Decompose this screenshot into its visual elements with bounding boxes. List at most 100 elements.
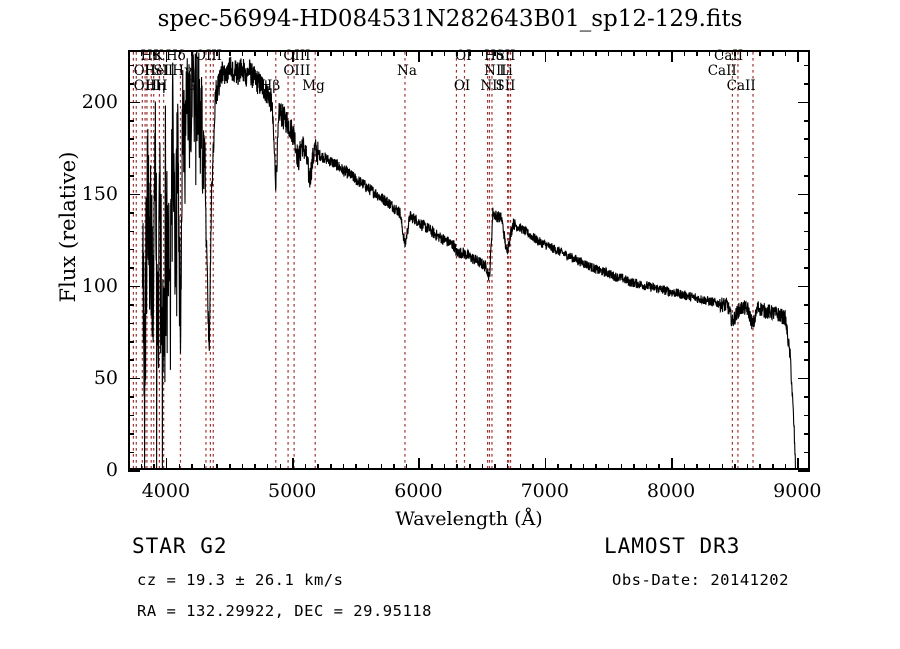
axis-tick (582, 464, 585, 470)
axis-tick (128, 248, 134, 251)
axis-tick (734, 50, 736, 56)
x-tick-label: 6000 (394, 480, 443, 502)
axis-tick (557, 50, 559, 56)
axis-tick (266, 464, 269, 470)
axis-tick (304, 464, 307, 470)
coordinates-label: RA = 132.29922, DEC = 29.95118 (137, 602, 432, 620)
spectral-line-label: Na (397, 63, 417, 79)
axis-tick (254, 50, 256, 56)
axis-tick (405, 464, 408, 470)
axis-tick (620, 50, 623, 56)
axis-tick (191, 50, 193, 56)
axis-tick (804, 175, 810, 177)
axis-tick (292, 50, 294, 62)
axis-tick (418, 458, 420, 470)
axis-tick (165, 458, 168, 470)
axis-tick (128, 322, 134, 325)
axis-tick (734, 464, 736, 470)
axis-tick (203, 464, 206, 470)
axis-tick (279, 50, 282, 56)
axis-tick (683, 464, 686, 470)
axis-tick (153, 50, 155, 56)
axis-tick (671, 458, 673, 470)
axis-tick (804, 156, 810, 159)
axis-tick (178, 464, 181, 470)
axis-tick (380, 50, 383, 56)
axis-tick (645, 50, 648, 56)
spectral-line-label: G (184, 78, 196, 94)
spectral-line-label: H (155, 78, 168, 94)
spectral-line-label: SII (495, 78, 516, 94)
axis-tick (128, 359, 134, 361)
axis-tick (804, 451, 810, 454)
axis-tick (804, 248, 810, 251)
spectral-line-label: CaII (707, 63, 737, 79)
axis-tick (481, 50, 484, 56)
axis-tick (304, 50, 307, 56)
axis-tick (431, 50, 433, 56)
spectral-line-label: H8 (140, 48, 161, 64)
axis-tick (607, 464, 610, 470)
axis-tick (784, 50, 787, 56)
plot-area (128, 50, 810, 470)
spectral-line-label: OIII (194, 48, 222, 64)
x-tick-label: 9000 (773, 480, 822, 502)
axis-tick (216, 50, 218, 56)
spectral-line-label: NII (484, 63, 507, 79)
x-axis-title: Wavelength (Å) (395, 508, 543, 530)
axis-tick (506, 50, 509, 56)
axis-tick (633, 50, 635, 56)
axis-tick (128, 175, 134, 177)
axis-tick (544, 50, 547, 62)
axis-tick (254, 464, 256, 470)
axis-tick (645, 464, 648, 470)
axis-tick (721, 50, 724, 56)
spectral-line-label: Hη (145, 78, 166, 94)
axis-tick (128, 414, 134, 417)
axis-tick (759, 464, 761, 470)
axis-tick (128, 285, 140, 288)
axis-tick (128, 304, 134, 306)
axis-tick (367, 50, 370, 56)
axis-tick (380, 464, 383, 470)
axis-tick (607, 50, 610, 56)
spectral-line-label: Hδ (165, 48, 186, 64)
axis-tick (708, 464, 711, 470)
axis-tick (746, 50, 749, 56)
axis-tick (804, 414, 810, 417)
y-tick-label: 150 (81, 182, 118, 205)
axis-tick (804, 433, 810, 435)
axis-tick (532, 464, 534, 470)
axis-tick (128, 138, 134, 140)
axis-tick (804, 359, 810, 361)
axis-tick (128, 396, 134, 398)
axis-tick (595, 464, 597, 470)
axis-tick (165, 50, 168, 62)
page-title: spec-56994-HD084531N282643B01_sp12-129.f… (157, 6, 743, 32)
axis-tick (804, 138, 810, 140)
axis-tick (620, 464, 623, 470)
axis-tick (140, 50, 143, 56)
spectral-line-label: Li (499, 63, 513, 79)
axis-tick (804, 83, 810, 85)
axis-tick (804, 396, 810, 398)
spectral-line-label: HeI (144, 63, 170, 79)
axis-tick (481, 464, 484, 470)
axis-tick (804, 267, 810, 269)
axis-tick (519, 50, 522, 56)
axis-tick (544, 458, 547, 470)
x-tick-label: 5000 (267, 480, 317, 502)
axis-tick (330, 464, 332, 470)
axis-tick (266, 50, 269, 56)
axis-tick (804, 304, 810, 306)
axis-tick (804, 322, 810, 325)
spectral-line-label: OIII (283, 48, 311, 64)
axis-tick (241, 464, 244, 470)
axis-tick (696, 50, 698, 56)
axis-tick (772, 464, 774, 470)
axis-tick (128, 83, 134, 85)
axis-tick (330, 50, 332, 56)
axis-tick (798, 193, 810, 196)
y-tick-label: 0 (105, 459, 118, 481)
